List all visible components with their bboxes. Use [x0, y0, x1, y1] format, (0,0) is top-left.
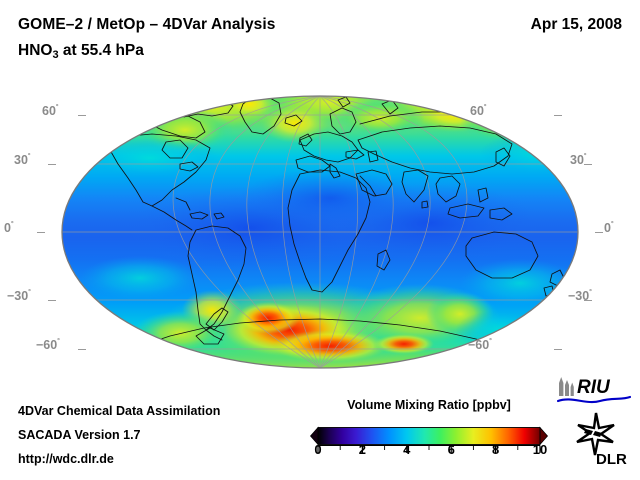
- riu-swoosh-icon: [556, 395, 632, 404]
- world-map: [61, 95, 579, 369]
- footer-url-link[interactable]: http://wdc.dlr.de: [18, 452, 114, 466]
- footer-version-line: SACADA Version 1.7: [18, 428, 141, 442]
- map-panel: 60˚ 30˚ 0˚ −30˚ −60˚ 60˚ 30˚ 0˚ −30˚ −60…: [0, 78, 640, 383]
- colorbar-scale: [310, 426, 548, 453]
- dlr-pinwheel-fill: [584, 429, 602, 437]
- colorbar: Volume Mixing Ratio [ppbv]: [310, 398, 548, 470]
- page-title: GOME–2 / MetOp – 4DVar Analysis: [18, 16, 276, 33]
- colorbar-label-4: 4: [403, 442, 411, 457]
- lat-label-left-30s: −30˚: [7, 288, 32, 303]
- dlr-wordmark: DLR: [596, 451, 627, 466]
- lat-tick-left-60n: [78, 115, 86, 116]
- riu-logo: RIU: [556, 377, 632, 404]
- colorbar-label-6: 6: [447, 442, 455, 457]
- pressure-level-label: at 55.4 hPa: [58, 42, 144, 59]
- lat-label-right-30s: −30˚: [568, 288, 593, 303]
- dlr-logo: DLR: [576, 412, 627, 466]
- lat-label-left-0: 0˚: [4, 220, 14, 235]
- lat-label-left-60n: 60˚: [42, 103, 59, 118]
- lat-tick-right-60n: [554, 115, 562, 116]
- lat-tick-right-30n: [584, 164, 592, 165]
- lat-label-right-60s: −60˚: [468, 337, 493, 352]
- colorbar-label-0: 0: [314, 442, 322, 457]
- lat-label-right-60n: 60˚: [470, 103, 487, 118]
- riu-wordmark: RIU: [577, 377, 611, 398]
- lat-label-left-30n: 30˚: [14, 152, 31, 167]
- colorbar-gradient: [317, 427, 541, 445]
- species-label: HNO: [18, 42, 53, 59]
- riu-towers-icon: [559, 377, 574, 396]
- lat-tick-left-0: [37, 232, 45, 233]
- colorbar-label-8: 8: [491, 442, 500, 457]
- lat-tick-left-30s: [48, 300, 56, 301]
- dlr-pinwheel-icon: [576, 412, 615, 456]
- lat-tick-right-60s: [554, 349, 562, 350]
- colorbar-major-ticks: [317, 445, 541, 453]
- species-subscript: 3: [52, 49, 59, 61]
- colorbar-minor-ticks: [339, 445, 519, 450]
- observation-date: Apr 15, 2008: [530, 16, 622, 33]
- lat-label-right-30n: 30˚: [570, 152, 587, 167]
- footer-product-line: 4DVar Chemical Data Assimilation: [18, 404, 221, 418]
- lat-tick-left-60s: [78, 349, 86, 350]
- lat-tick-right-0: [595, 232, 603, 233]
- lat-label-right-0: 0˚: [604, 220, 614, 235]
- colorbar-label-10: 10: [532, 442, 548, 457]
- lat-tick-right-30s: [584, 300, 592, 301]
- colorbar-title: Volume Mixing Ratio [ppbv]: [347, 398, 511, 412]
- lat-tick-left-30n: [48, 164, 56, 165]
- lat-label-left-60s: −60˚: [36, 337, 61, 352]
- page-subtitle: HNO3 at 55.4 hPa: [18, 42, 144, 61]
- colorbar-label-2: 2: [358, 442, 366, 457]
- globe-outline: [61, 95, 579, 369]
